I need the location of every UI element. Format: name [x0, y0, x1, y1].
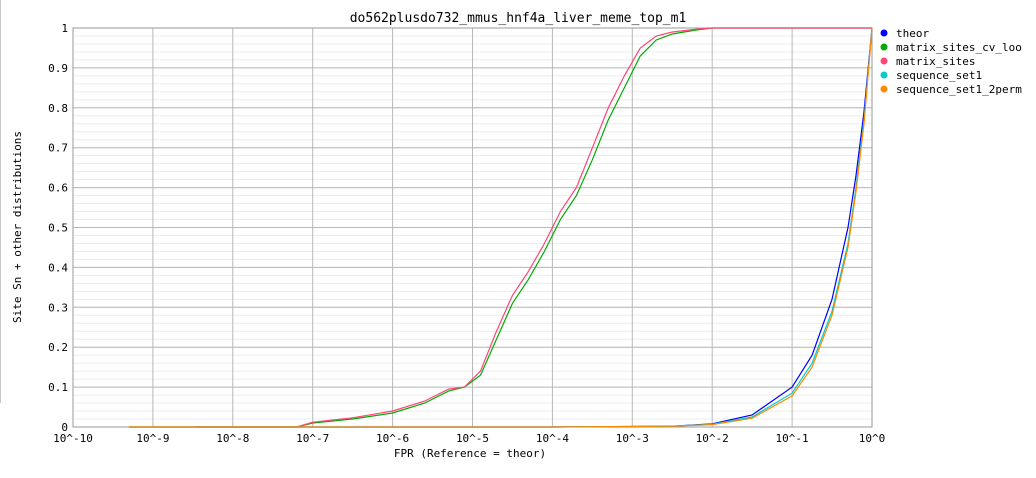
legend-label-sequence-set1: sequence_set1	[896, 69, 982, 82]
series-line-matrix-sites	[128, 27, 872, 428]
x-axis-label: FPR (Reference = theor)	[394, 447, 546, 460]
y-tick-label: 0.2	[48, 341, 68, 354]
x-tick-label: 10^-3	[616, 432, 649, 445]
tick-labels: 10^-10 10^-9 10^-8 10^-7 10^-6 10^-5 10^-4 10^-…	[48, 22, 885, 445]
legend-label-matrix-sites: matrix_sites	[896, 55, 975, 68]
legend-marker-theor	[880, 29, 888, 37]
x-tick-label: 10^-1	[776, 432, 809, 445]
y-tick-label: 0.6	[48, 182, 68, 195]
legend-marker-matrix-sites-cv-loo	[880, 43, 888, 51]
y-tick-label: 0.9	[48, 62, 68, 75]
legend-marker-matrix-sites	[880, 57, 888, 65]
x-tick-label: 10^-5	[456, 432, 489, 445]
series-line-matrix-sites-cv-loo	[128, 27, 872, 428]
y-tick-label: 0.1	[48, 381, 68, 394]
x-tick-label: 10^-9	[136, 432, 169, 445]
y-tick-label: 1	[61, 22, 68, 35]
x-tick-label: 10^0	[859, 432, 886, 445]
legend-marker-sequence-set1-2perm	[880, 85, 888, 93]
x-tick-label: 10^-8	[216, 432, 249, 445]
y-axis-label: Site Sn + other distributions	[11, 131, 24, 323]
y-tick-label: 0.8	[48, 102, 68, 115]
legend-marker-sequence-set1	[880, 71, 888, 79]
legend-label-matrix-sites-cv-loo: matrix_sites_cv_loo	[896, 41, 1022, 54]
legend-label-theor: theor	[896, 27, 929, 40]
y-tick-label: 0.5	[48, 222, 68, 235]
legend-label-sequence-set1-2perm: sequence_set1_2perm	[896, 83, 1022, 96]
y-tick-label: 0.7	[48, 142, 68, 155]
y-tick-label: 0.3	[48, 301, 68, 314]
x-tick-label: 10^-2	[696, 432, 729, 445]
left-frame-rule	[0, 0, 1, 403]
series-line-sequence-set1-2perm	[128, 27, 873, 428]
y-tick-label: 0.4	[48, 261, 68, 274]
y-tick-label: 0	[61, 421, 68, 434]
x-tick-label: 10^-6	[376, 432, 409, 445]
x-tick-label: 10^-10	[53, 432, 93, 445]
x-tick-label: 10^-7	[296, 432, 329, 445]
x-tick-label: 10^-4	[536, 432, 569, 445]
legend: theormatrix_sites_cv_loomatrix_sitessequ…	[880, 27, 1022, 96]
chart-title: do562plusdo732_mmus_hnf4a_liver_meme_top…	[350, 11, 687, 26]
series-layer	[128, 27, 873, 428]
grid-layer	[72, 27, 873, 428]
